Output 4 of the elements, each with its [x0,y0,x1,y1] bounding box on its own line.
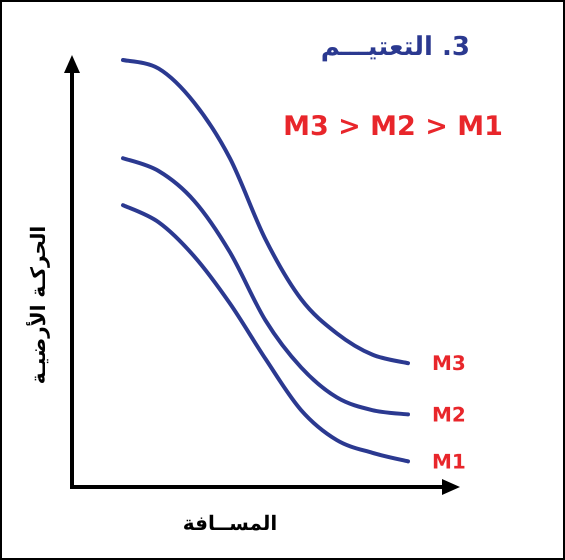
x-axis-title: المســافة [182,511,278,535]
annotation: M3 > M2 > M1 [283,111,503,142]
chart-title: 3. التعتيـــم [320,32,470,62]
y-axis-title: الحركـة الأرضيـة [26,226,50,384]
